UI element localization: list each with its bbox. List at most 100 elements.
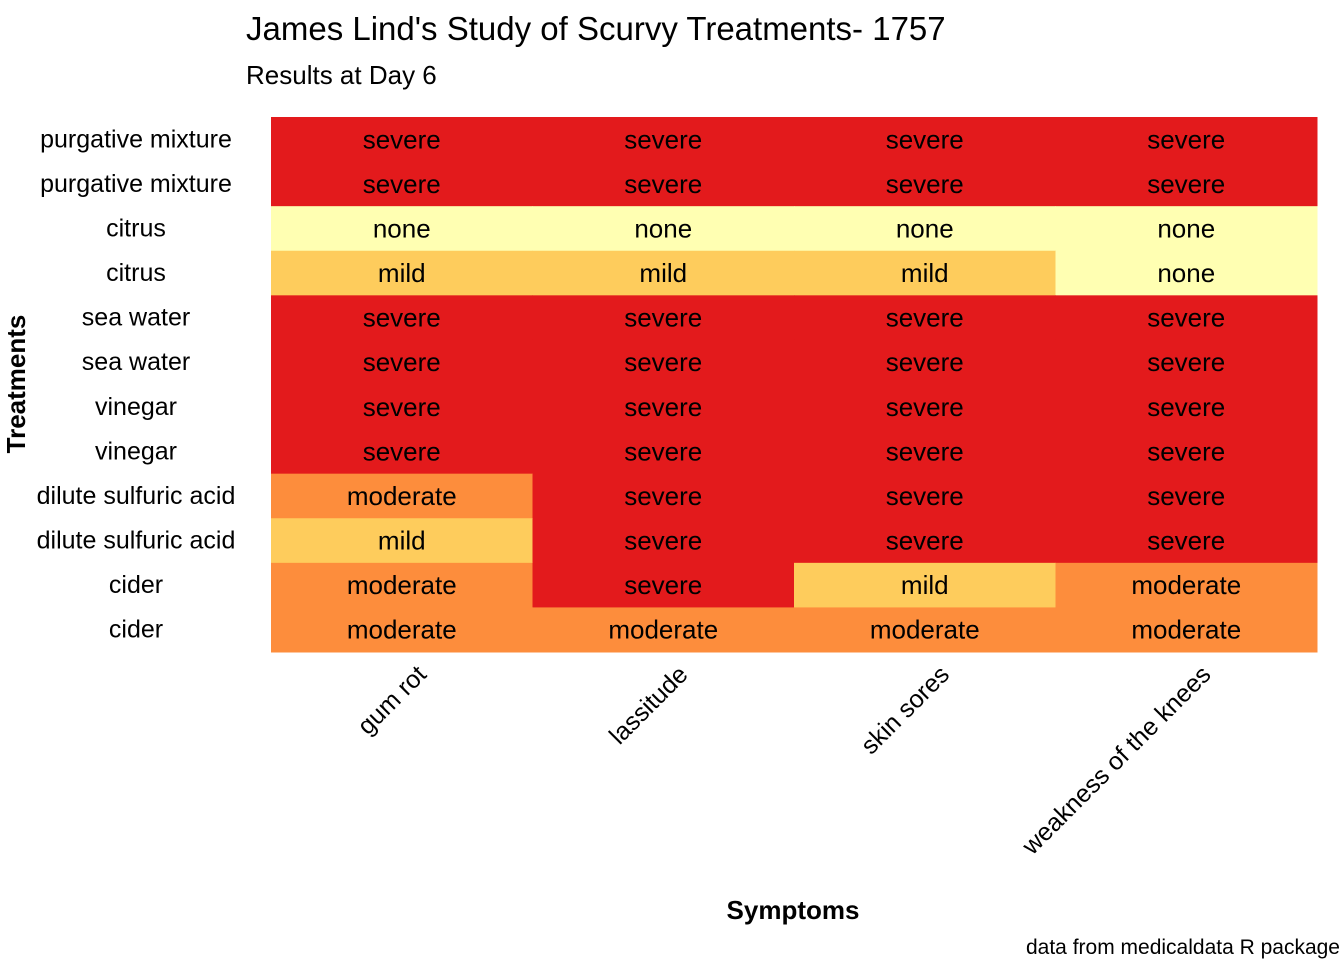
heatmap-cell: [532, 562, 795, 608]
heatmap-cell: [794, 250, 1056, 296]
cell-value-label: none: [896, 213, 954, 243]
cell-value-label: mild: [901, 258, 949, 288]
cell-value-label: moderate: [1131, 570, 1241, 600]
heatmap-cell: [794, 117, 1056, 163]
cell-value-label: none: [1157, 213, 1215, 243]
cell-value-label: severe: [1147, 481, 1225, 511]
heatmap-cell: [532, 429, 795, 475]
y-tick-label: citrus: [106, 259, 166, 287]
cell-value-label: severe: [1147, 436, 1225, 466]
cell-value-label: moderate: [1131, 615, 1241, 645]
heatmap-cell: [794, 473, 1056, 519]
heatmap-cell: [271, 206, 533, 252]
cell-value-label: severe: [363, 303, 441, 333]
cell-value-label: severe: [624, 124, 702, 154]
x-tick-label: weakness of the knees: [1016, 660, 1216, 860]
heatmap-cell: [1055, 607, 1318, 653]
heatmap-cell: [271, 429, 533, 475]
chart-subtitle: Results at Day 6: [246, 60, 437, 90]
heatmap-cell: [532, 250, 795, 296]
cell-value-label: moderate: [347, 615, 457, 645]
cell-value-label: severe: [363, 124, 441, 154]
heatmap-cell: [1055, 562, 1318, 608]
cell-value-label: severe: [886, 392, 964, 422]
y-tick-label: purgative mixture: [40, 170, 232, 198]
heatmap-cell: [271, 562, 533, 608]
heatmap-cell: [794, 339, 1056, 385]
cell-value-label: severe: [363, 436, 441, 466]
heatmap-cell: [271, 295, 533, 341]
heatmap-cell: [1055, 339, 1318, 385]
cell-value-label: severe: [886, 436, 964, 466]
cell-value-label: mild: [639, 258, 687, 288]
heatmap-cell: [1055, 518, 1318, 564]
cell-value-label: severe: [624, 570, 702, 600]
heatmap-cell: [1055, 117, 1318, 163]
heatmap-cell: [1055, 429, 1318, 475]
cell-value-label: moderate: [347, 481, 457, 511]
heatmap-cell: [271, 339, 533, 385]
heatmap-cell: [532, 607, 795, 653]
cell-value-label: severe: [363, 169, 441, 199]
y-tick-label: dilute sulfuric acid: [37, 482, 236, 510]
heatmap-cell: [271, 117, 533, 163]
cell-value-label: severe: [624, 169, 702, 199]
heatmap-cell: [1055, 250, 1318, 296]
heatmap-cell: [271, 473, 533, 519]
heatmap-cell: [532, 384, 795, 430]
cell-value-label: severe: [624, 347, 702, 377]
cell-value-label: severe: [624, 526, 702, 556]
y-tick-label: purgative mixture: [40, 125, 232, 153]
heatmap-cell: [1055, 295, 1318, 341]
x-tick-label: lassitude: [604, 660, 694, 750]
cell-value-label: moderate: [870, 615, 980, 645]
cell-value-label: severe: [886, 347, 964, 377]
cell-value-label: mild: [901, 570, 949, 600]
heatmap-cell: [1055, 161, 1318, 207]
y-tick-label: cider: [109, 616, 163, 644]
heatmap-cell: [1055, 473, 1318, 519]
cell-value-label: none: [373, 213, 431, 243]
heatmap-cell: [1055, 206, 1318, 252]
cell-value-label: severe: [1147, 392, 1225, 422]
cell-value-label: moderate: [347, 570, 457, 600]
cell-value-label: severe: [1147, 169, 1225, 199]
y-tick-label: cider: [109, 571, 163, 599]
cell-value-label: severe: [886, 303, 964, 333]
cell-value-label: mild: [378, 526, 426, 556]
heatmap-cell: [794, 607, 1056, 653]
cell-value-label: mild: [378, 258, 426, 288]
y-tick-label: sea water: [82, 304, 190, 332]
heatmap-cells: [271, 117, 1318, 653]
heatmap-cell-labels: severe severe severe severe severe severe seve…: [347, 124, 1241, 644]
y-tick-label: dilute sulfuric acid: [37, 527, 236, 555]
heatmap-cell: [532, 295, 795, 341]
cell-value-label: severe: [363, 347, 441, 377]
cell-value-label: severe: [624, 481, 702, 511]
heatmap-cell: [794, 384, 1056, 430]
cell-value-label: severe: [886, 481, 964, 511]
heatmap-cell: [532, 339, 795, 385]
y-tick-label: vinegar: [95, 437, 177, 465]
cell-value-label: severe: [886, 124, 964, 154]
y-axis-tick-labels: purgative mixture purgative mixture citrus…: [37, 125, 236, 643]
cell-value-label: severe: [1147, 526, 1225, 556]
cell-value-label: severe: [363, 392, 441, 422]
heatmap-cell: [532, 473, 795, 519]
cell-value-label: severe: [886, 169, 964, 199]
cell-value-label: moderate: [608, 615, 718, 645]
cell-value-label: none: [634, 213, 692, 243]
heatmap-cell: [794, 295, 1056, 341]
cell-value-label: none: [1157, 258, 1215, 288]
heatmap-cell: [532, 117, 795, 163]
heatmap-cell: [271, 518, 533, 564]
heatmap-cell: [1055, 384, 1318, 430]
cell-value-label: severe: [624, 392, 702, 422]
cell-value-label: severe: [1147, 347, 1225, 377]
heatmap-cell: [794, 518, 1056, 564]
cell-value-label: severe: [886, 526, 964, 556]
cell-value-label: severe: [1147, 303, 1225, 333]
cell-value-label: severe: [624, 436, 702, 466]
y-tick-label: citrus: [106, 214, 166, 242]
chart-caption: data from medicaldata R package: [1026, 936, 1340, 959]
